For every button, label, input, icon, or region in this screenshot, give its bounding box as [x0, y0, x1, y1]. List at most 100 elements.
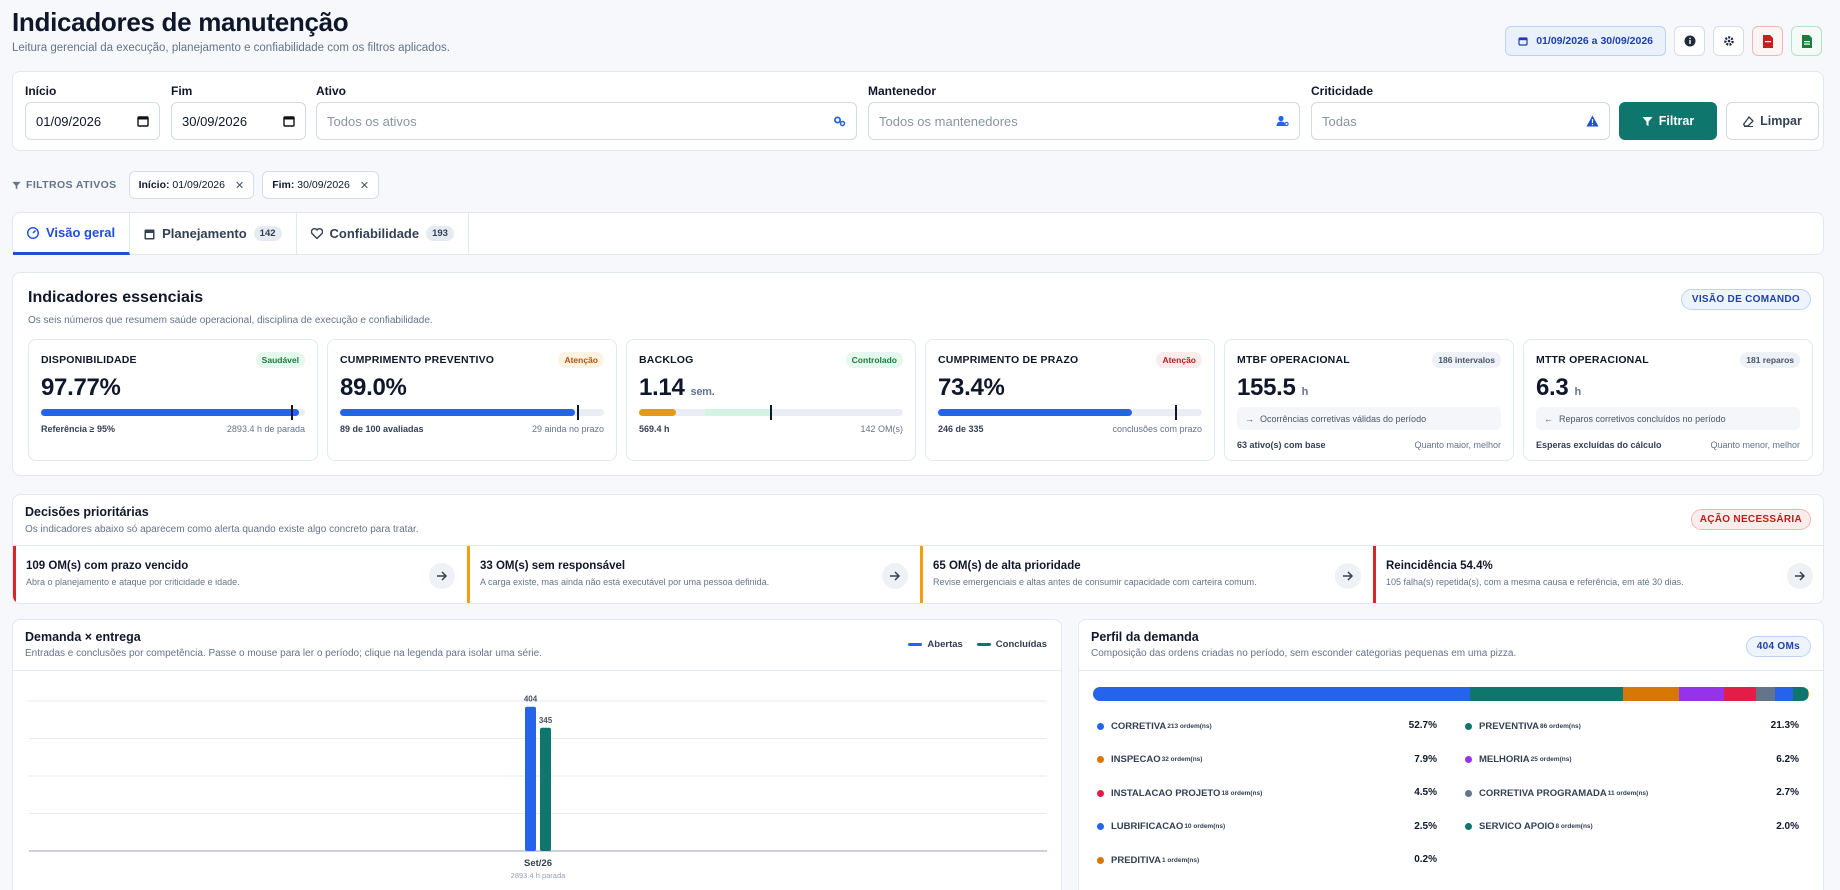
- kpi-card-mtbf[interactable]: MTBF OPERACIONAL 186 intervalos 155.5 h →…: [1224, 339, 1514, 461]
- composition-count: 86 ordem(ns): [1540, 722, 1581, 730]
- gear-icon: [1723, 36, 1734, 46]
- end-date-input[interactable]: 30/09/2026: [171, 102, 306, 140]
- composition-percent: 2.5%: [1414, 820, 1437, 832]
- asset-label: Ativo: [316, 84, 346, 98]
- section-subtitle: Composição das ordens criadas no período…: [1091, 648, 1517, 659]
- section-title: Indicadores essenciais: [28, 289, 204, 306]
- filter-chip-end: Fim: 30/09/2026 ✕: [262, 171, 380, 199]
- composition-segment[interactable]: [1756, 687, 1776, 701]
- composition-item[interactable]: LUBRIFICACAO 10 ordem(ns): [1097, 820, 1225, 834]
- kpi-card-deadline-compliance[interactable]: CUMPRIMENTO DE PRAZO Atenção 73.4% 246 d…: [925, 339, 1215, 461]
- date-range-button[interactable]: 01/09/2026 a 30/09/2026: [1505, 26, 1666, 56]
- cogs-icon: [834, 116, 846, 127]
- count-badge: 186 intervalos: [1432, 352, 1501, 368]
- composition-segment[interactable]: [1723, 687, 1756, 701]
- composition-segment[interactable]: [1807, 687, 1809, 701]
- composition-item[interactable]: CORRETIVA PROGRAMADA 11 ordem(ns): [1465, 786, 1648, 800]
- kpi-card-preventive-compliance[interactable]: CUMPRIMENTO PREVENTIVO Atenção 89.0% 89 …: [327, 339, 617, 461]
- arrow-right-icon[interactable]: [1787, 563, 1813, 589]
- kpi-value: 1.14 sem.: [639, 374, 715, 401]
- legend-dot: [1097, 856, 1104, 864]
- arrow-left-icon: ←: [1544, 413, 1553, 424]
- maintainer-select[interactable]: Todos os mantenedores: [868, 102, 1300, 140]
- decision-list: 109 OM(s) com prazo vencido Abra o plane…: [13, 545, 1823, 603]
- divider: [1079, 670, 1823, 671]
- tab-reliability[interactable]: Confiabilidade 193: [297, 213, 469, 254]
- kpi-progress-track: [639, 405, 903, 420]
- maintainer-label: Mantenedor: [868, 84, 937, 98]
- kpi-title: DISPONIBILIDADE: [41, 354, 137, 366]
- arrow-right-icon[interactable]: [882, 563, 908, 589]
- section-subtitle: Entradas e conclusões por competência. P…: [25, 648, 542, 659]
- remove-chip-icon[interactable]: ✕: [359, 179, 370, 192]
- kpi-note: → Ocorrências corretivas válidas do perío…: [1237, 407, 1501, 430]
- composition-count: 18 ordem(ns): [1221, 789, 1263, 797]
- composition-name: CORRETIVA: [1111, 720, 1167, 732]
- composition-count: 32 ordem(ns): [1161, 756, 1203, 763]
- kpi-value: 89.0%: [340, 374, 407, 401]
- calendar-check-icon: [144, 229, 155, 239]
- criticality-select[interactable]: Todas: [1311, 102, 1610, 140]
- composition-segment[interactable]: [1093, 687, 1471, 701]
- composition-percent: 52.7%: [1408, 720, 1437, 731]
- info-button[interactable]: [1674, 26, 1705, 56]
- decision-high-priority[interactable]: 65 OM(s) de alta prioridade Revise emerg…: [920, 546, 1373, 603]
- kpi-progress-fill: [41, 409, 300, 416]
- composition-percent: 21.3%: [1770, 720, 1799, 731]
- tab-overview[interactable]: Visão geral: [13, 213, 131, 255]
- decision-unassigned[interactable]: 33 OM(s) sem responsável A carga existe,…: [467, 546, 920, 603]
- demand-bar-chart: 404 345 Set/26 2893.4 h parada: [29, 695, 1047, 880]
- arrow-right-icon[interactable]: [429, 563, 455, 589]
- composition-name: MELHORIA: [1479, 754, 1530, 765]
- composition-item[interactable]: INSTALACAO PROJETO 18 ordem(ns): [1097, 786, 1262, 800]
- export-excel-button[interactable]: [1791, 26, 1822, 56]
- legend-item-closed[interactable]: Concluídas: [976, 639, 1047, 650]
- x-tick-sublabel: 2893.4 h parada: [511, 871, 566, 880]
- clear-button[interactable]: Limpar: [1726, 102, 1819, 140]
- tab-planning[interactable]: Planejamento 142: [130, 213, 297, 254]
- kpi-card-availability[interactable]: DISPONIBILIDADE Saudável 97.77% Referênc…: [28, 339, 318, 461]
- legend-item-open[interactable]: Abertas: [908, 639, 963, 650]
- settings-button[interactable]: [1713, 26, 1744, 56]
- legend-dot: [1465, 756, 1472, 763]
- composition-item[interactable]: INSPECAO 32 ordem(ns): [1097, 753, 1202, 767]
- kpi-card-backlog[interactable]: BACKLOG Controlado 1.14 sem. 569.4 h 142 …: [626, 339, 916, 461]
- composition-count: 213 ordem(ns): [1167, 722, 1212, 730]
- composition-segment[interactable]: [1775, 687, 1794, 701]
- composition-segment[interactable]: [1793, 687, 1808, 701]
- composition-item[interactable]: PREVENTIVA 86 ordem(ns): [1465, 719, 1581, 733]
- composition-count: 25 ordem(ns): [1530, 756, 1572, 763]
- composition-item[interactable]: CORRETIVA 213 ordem(ns): [1097, 719, 1212, 733]
- composition-segment[interactable]: [1622, 687, 1680, 701]
- legend-dot: [1097, 722, 1104, 730]
- composition-name: LUBRIFICACAO: [1111, 821, 1184, 832]
- composition-segment[interactable]: [1679, 687, 1724, 701]
- composition-count: 11 ordem(ns): [1607, 789, 1649, 797]
- kpi-target-marker: [576, 405, 579, 420]
- composition-item[interactable]: PREDITIVA 1 ordem(ns): [1097, 853, 1199, 867]
- decision-recurrence[interactable]: Reincidência 54.4% 105 falha(s) repetida…: [1373, 546, 1823, 603]
- export-pdf-button[interactable]: [1752, 26, 1783, 56]
- decision-overdue[interactable]: 109 OM(s) com prazo vencido Abra o plane…: [13, 546, 467, 603]
- start-date-input[interactable]: 01/09/2026: [25, 102, 160, 140]
- user-gear-icon: [1276, 115, 1289, 127]
- legend-dot: [1097, 823, 1104, 830]
- remove-chip-icon[interactable]: ✕: [234, 179, 245, 192]
- composition-percent: 4.5%: [1414, 787, 1437, 798]
- arrow-right-icon[interactable]: [1335, 563, 1361, 589]
- kpi-target-marker: [290, 405, 293, 420]
- composition-name: INSTALACAO PROJETO: [1111, 787, 1221, 799]
- filter-button[interactable]: Filtrar: [1619, 102, 1717, 140]
- kpi-title: MTBF OPERACIONAL: [1237, 354, 1350, 366]
- composition-item[interactable]: SERVICO APOIO 8 ordem(ns): [1465, 820, 1593, 834]
- arrow-right-icon: →: [1245, 413, 1254, 424]
- command-view-pill: VISÃO DE COMANDO: [1680, 289, 1811, 310]
- kpi-card-mttr[interactable]: MTTR OPERACIONAL 181 reparos 6.3 h ← Repar…: [1523, 339, 1813, 461]
- kpi-title: MTTR OPERACIONAL: [1536, 354, 1649, 366]
- action-needed-pill: AÇÃO NECESSÁRIA: [1690, 509, 1811, 530]
- composition-segment[interactable]: [1470, 687, 1623, 701]
- calendar-icon: [1518, 37, 1528, 46]
- composition-item[interactable]: MELHORIA 25 ordem(ns): [1465, 753, 1572, 767]
- asset-select[interactable]: Todos os ativos: [316, 102, 857, 140]
- chart-legend: Abertas Concluídas: [908, 639, 1047, 650]
